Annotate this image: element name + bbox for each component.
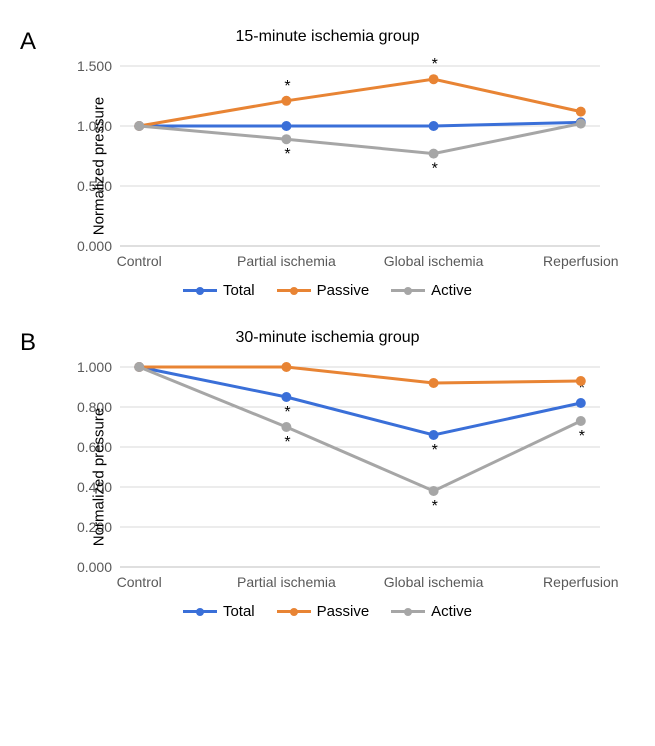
significance-star: *	[284, 78, 290, 95]
series-line-passive	[139, 79, 581, 126]
ytick-label: 0.000	[77, 559, 112, 575]
legend-item-active: Active	[391, 282, 472, 299]
legend-swatch	[391, 289, 425, 292]
series-marker-active	[429, 149, 439, 159]
legend-label: Total	[223, 282, 255, 299]
xtick-label: Global ischemia	[384, 253, 484, 269]
legend: Total Passive Active	[20, 282, 635, 299]
y-axis-label: Normalized pressure	[91, 408, 108, 546]
series-marker-total	[281, 392, 291, 402]
legend-label: Passive	[317, 282, 370, 299]
series-marker-total	[429, 430, 439, 440]
legend-swatch	[391, 610, 425, 613]
legend-swatch	[183, 610, 217, 613]
series-marker-active	[576, 119, 586, 129]
legend-item-active: Active	[391, 603, 472, 620]
legend-swatch	[277, 610, 311, 613]
legend-label: Total	[223, 603, 255, 620]
significance-star: *	[284, 434, 290, 451]
panel-A: A15-minute ischemia group Normalized pres…	[20, 28, 635, 299]
series-line-active	[139, 367, 581, 491]
y-axis-label: Normalized pressure	[91, 97, 108, 235]
series-marker-active	[429, 486, 439, 496]
ytick-label: 1.500	[77, 58, 112, 74]
series-marker-passive	[429, 378, 439, 388]
significance-star: *	[432, 498, 438, 515]
legend-item-passive: Passive	[277, 603, 370, 620]
xtick-label: Partial ischemia	[237, 253, 336, 269]
chart-title: 30-minute ischemia group	[20, 329, 635, 347]
xtick-label: Control	[117, 253, 162, 269]
series-line-total	[139, 367, 581, 435]
series-marker-passive	[281, 362, 291, 372]
xtick-label: Control	[117, 574, 162, 590]
significance-star: *	[432, 161, 438, 178]
series-marker-passive	[281, 96, 291, 106]
significance-star: *	[432, 442, 438, 459]
series-marker-active	[134, 121, 144, 131]
legend-label: Active	[431, 282, 472, 299]
series-marker-passive	[576, 376, 586, 386]
legend-item-total: Total	[183, 282, 255, 299]
series-marker-passive	[576, 107, 586, 117]
legend-item-passive: Passive	[277, 282, 370, 299]
panel-letter: A	[20, 28, 36, 56]
series-marker-active	[134, 362, 144, 372]
series-marker-total	[429, 121, 439, 131]
chart-wrap: Normalized pressure0.0000.2000.4000.6000…	[60, 357, 635, 597]
chart-svg: 0.0000.5001.0001.500ControlPartial ische…	[60, 56, 620, 276]
panel-B: B30-minute ischemia group Normalized pres…	[20, 329, 635, 620]
legend-label: Active	[431, 603, 472, 620]
legend-label: Passive	[317, 603, 370, 620]
ytick-label: 1.000	[77, 359, 112, 375]
series-line-active	[139, 124, 581, 154]
xtick-label: Reperfusion	[543, 574, 619, 590]
panel-letter: B	[20, 329, 36, 357]
series-marker-total	[576, 398, 586, 408]
series-marker-active	[281, 134, 291, 144]
series-marker-total	[281, 121, 291, 131]
series-marker-passive	[429, 74, 439, 84]
series-line-total	[139, 122, 581, 126]
chart-title: 15-minute ischemia group	[20, 28, 635, 46]
legend-item-total: Total	[183, 603, 255, 620]
chart-svg: 0.0000.2000.4000.6000.8001.000ControlPar…	[60, 357, 620, 597]
significance-star: *	[284, 146, 290, 163]
xtick-label: Partial ischemia	[237, 574, 336, 590]
series-marker-active	[281, 422, 291, 432]
xtick-label: Reperfusion	[543, 253, 619, 269]
significance-star: *	[579, 428, 585, 445]
significance-star: *	[432, 56, 438, 73]
legend-swatch	[183, 289, 217, 292]
xtick-label: Global ischemia	[384, 574, 484, 590]
series-marker-active	[576, 416, 586, 426]
ytick-label: 0.000	[77, 238, 112, 254]
chart-wrap: Normalized pressure0.0000.5001.0001.500C…	[60, 56, 635, 276]
legend-swatch	[277, 289, 311, 292]
legend: Total Passive Active	[20, 603, 635, 620]
significance-star: *	[284, 404, 290, 421]
